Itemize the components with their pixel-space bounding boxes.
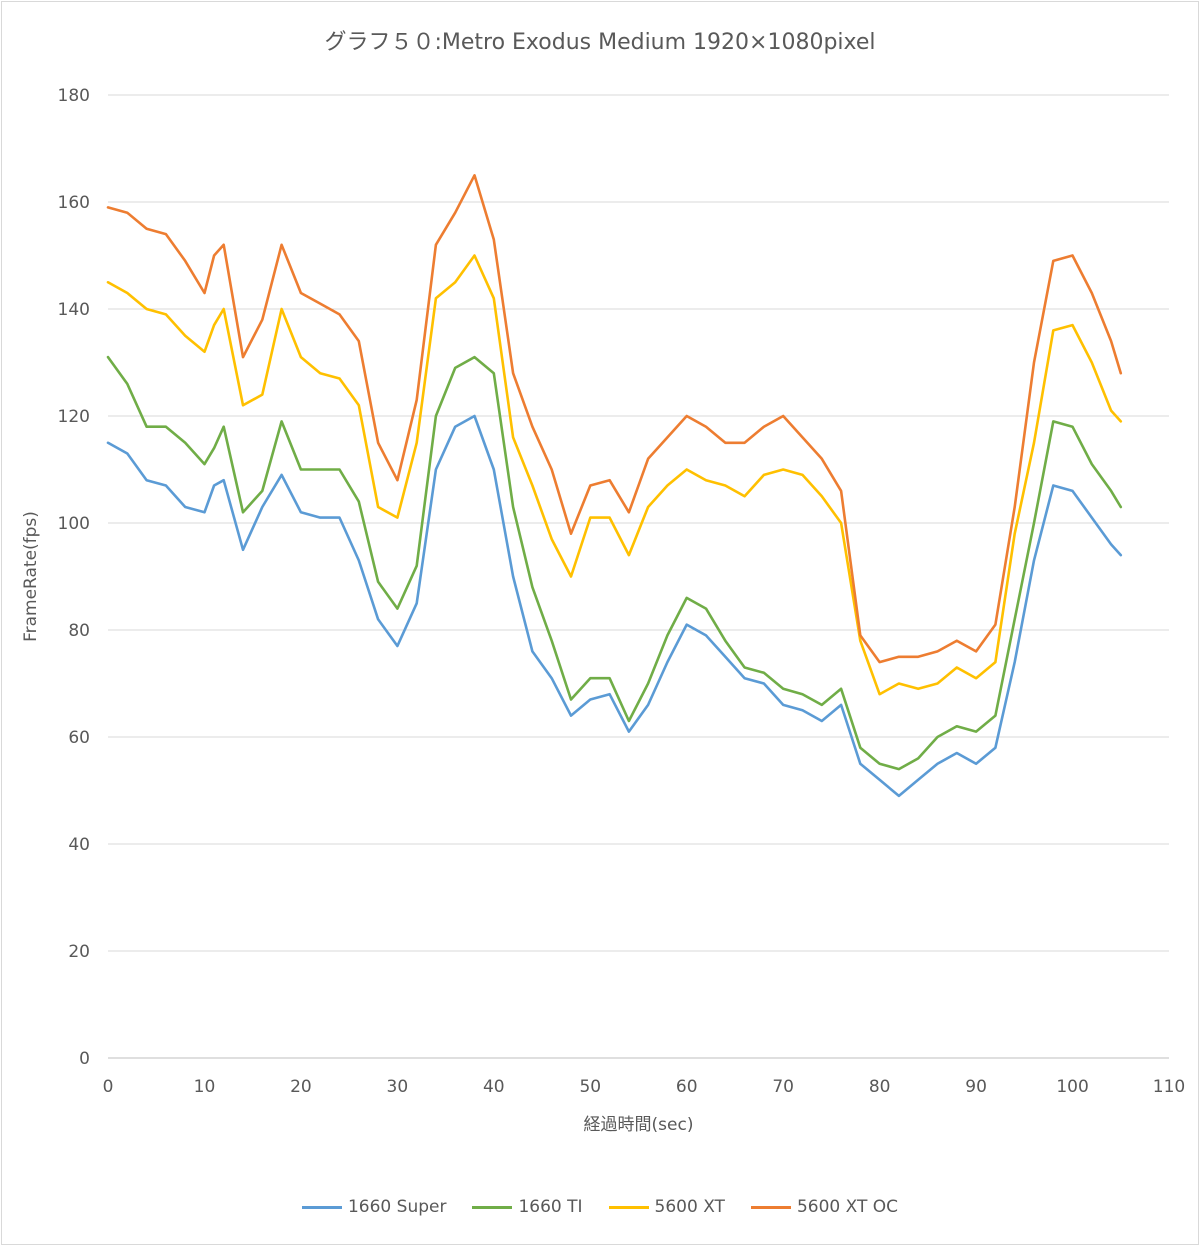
y-tick-label: 20 (68, 942, 90, 962)
y-tick-label: 180 (58, 86, 90, 106)
x-tick-label: 30 (387, 1077, 409, 1097)
y-tick-label: 160 (58, 193, 90, 213)
x-tick-label: 100 (1056, 1077, 1088, 1097)
series-line-3 (106, 254, 1123, 696)
y-tick-label: 80 (68, 621, 90, 641)
chart-title: グラフ５０:Metro Exodus Medium 1920×1080pixel (324, 30, 876, 55)
legend-label: 1660 Super (347, 1197, 447, 1217)
legend-label: 5600 XT OC (796, 1197, 899, 1217)
legend-swatch (750, 1205, 791, 1209)
x-tick-label: 0 (103, 1077, 114, 1097)
x-tick-label: 10 (194, 1077, 216, 1097)
series-line-2 (106, 355, 1123, 771)
x-tick-label: 110 (1153, 1077, 1185, 1097)
y-axis-title: FrameRate(fps) (21, 511, 41, 642)
legend-swatch (608, 1205, 649, 1209)
x-tick-label: 50 (579, 1077, 601, 1097)
legend-swatch (301, 1205, 342, 1209)
x-tick-label: 70 (772, 1077, 794, 1097)
x-tick-label: 80 (869, 1077, 891, 1097)
y-tick-label: 100 (58, 514, 90, 534)
legend-item: 1660 Super (301, 1197, 447, 1217)
legend-label: 1660 TI (518, 1197, 583, 1217)
legend-label: 5600 XT (654, 1197, 725, 1217)
y-tick-label: 40 (68, 835, 90, 855)
x-tick-label: 20 (290, 1077, 312, 1097)
y-tick-label: 60 (68, 728, 90, 748)
y-tick-label: 120 (58, 407, 90, 427)
legend-item: 1660 TI (472, 1197, 583, 1217)
y-tick-label: 0 (79, 1049, 90, 1069)
x-axis-title: 経過時間(sec) (584, 1115, 694, 1135)
series-line-1 (106, 414, 1123, 798)
y-tick-label: 140 (58, 300, 90, 320)
x-tick-label: 40 (483, 1077, 505, 1097)
x-tick-label: 60 (676, 1077, 698, 1097)
x-tick-label: 90 (965, 1077, 987, 1097)
legend: 1660 Super 1660 TI 5600 XT 5600 XT OC (2, 1197, 1198, 1217)
legend-item: 5600 XT OC (750, 1197, 899, 1217)
legend-swatch (472, 1205, 513, 1209)
legend-item: 5600 XT (608, 1197, 725, 1217)
series-line-4 (106, 174, 1123, 664)
